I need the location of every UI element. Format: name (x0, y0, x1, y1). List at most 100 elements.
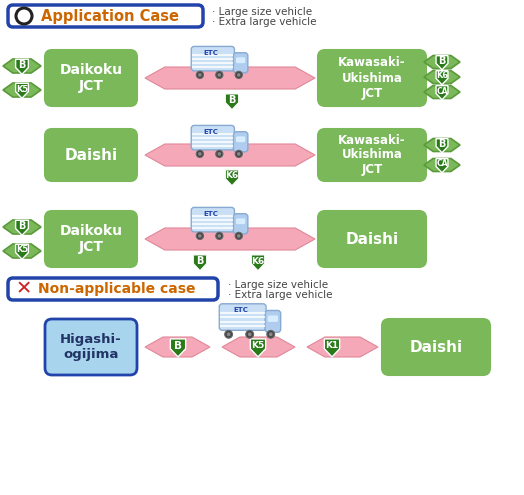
Circle shape (225, 330, 233, 338)
FancyBboxPatch shape (191, 47, 234, 71)
Text: · Extra large vehicle: · Extra large vehicle (212, 17, 316, 27)
Text: B: B (228, 95, 236, 105)
Polygon shape (16, 83, 28, 98)
Text: Daishi: Daishi (64, 148, 117, 162)
Text: B: B (18, 60, 26, 70)
Polygon shape (436, 159, 448, 173)
Polygon shape (222, 337, 295, 357)
FancyBboxPatch shape (318, 211, 426, 267)
Circle shape (196, 150, 203, 157)
Polygon shape (424, 158, 460, 171)
Polygon shape (436, 71, 448, 85)
Polygon shape (16, 220, 28, 235)
Circle shape (235, 232, 243, 240)
Text: Daikoku
JCT: Daikoku JCT (60, 63, 123, 93)
Text: K5: K5 (16, 85, 28, 94)
Polygon shape (16, 244, 28, 259)
FancyBboxPatch shape (265, 310, 281, 332)
Circle shape (235, 71, 243, 79)
Text: Application Case: Application Case (41, 8, 179, 23)
Circle shape (237, 152, 241, 156)
Text: Daishi: Daishi (409, 340, 463, 354)
Text: ETC: ETC (203, 129, 218, 135)
FancyBboxPatch shape (219, 304, 266, 330)
Text: K6: K6 (252, 256, 265, 265)
Text: Kawasaki-
Ukishima
JCT: Kawasaki- Ukishima JCT (338, 56, 406, 99)
Circle shape (237, 73, 241, 77)
FancyBboxPatch shape (382, 319, 490, 375)
Text: B: B (18, 221, 26, 231)
Polygon shape (16, 59, 28, 74)
Polygon shape (424, 55, 460, 68)
Circle shape (227, 332, 231, 336)
Text: B: B (438, 56, 446, 66)
FancyBboxPatch shape (235, 218, 246, 225)
Circle shape (269, 332, 272, 336)
Text: ETC: ETC (203, 50, 218, 55)
Polygon shape (324, 339, 340, 357)
FancyBboxPatch shape (267, 315, 279, 322)
Polygon shape (225, 94, 239, 110)
Polygon shape (145, 337, 210, 357)
FancyBboxPatch shape (8, 278, 218, 300)
FancyBboxPatch shape (191, 207, 234, 232)
Polygon shape (436, 56, 448, 70)
FancyBboxPatch shape (45, 129, 137, 181)
FancyBboxPatch shape (318, 129, 426, 181)
Text: · Large size vehicle: · Large size vehicle (212, 7, 312, 17)
Polygon shape (424, 139, 460, 151)
Text: ETC: ETC (203, 210, 218, 216)
Circle shape (216, 150, 223, 157)
Text: Daikoku
JCT: Daikoku JCT (60, 224, 123, 254)
Text: ETC: ETC (233, 307, 248, 313)
Text: ✕: ✕ (16, 280, 32, 298)
Circle shape (198, 152, 202, 156)
Circle shape (16, 8, 32, 24)
Text: K6: K6 (225, 171, 238, 181)
FancyBboxPatch shape (191, 125, 234, 150)
Polygon shape (436, 86, 448, 99)
Circle shape (196, 232, 203, 240)
Text: K5: K5 (16, 246, 28, 254)
FancyBboxPatch shape (235, 57, 246, 64)
FancyBboxPatch shape (235, 136, 246, 143)
Circle shape (248, 332, 252, 336)
Circle shape (267, 330, 275, 338)
Text: Non-applicable case: Non-applicable case (38, 282, 196, 296)
Polygon shape (307, 337, 378, 357)
Text: K6: K6 (436, 71, 448, 81)
Circle shape (198, 73, 202, 77)
Text: CA: CA (436, 87, 447, 96)
Polygon shape (225, 170, 239, 186)
Polygon shape (145, 67, 315, 89)
FancyBboxPatch shape (45, 211, 137, 267)
Polygon shape (193, 255, 207, 271)
Polygon shape (145, 144, 315, 166)
Polygon shape (424, 86, 460, 99)
Text: · Large size vehicle: · Large size vehicle (228, 280, 328, 290)
Circle shape (217, 73, 221, 77)
Polygon shape (3, 59, 41, 73)
FancyBboxPatch shape (233, 214, 248, 234)
Polygon shape (3, 244, 41, 258)
Polygon shape (145, 228, 315, 250)
Text: CA: CA (436, 159, 447, 168)
FancyBboxPatch shape (45, 50, 137, 106)
Circle shape (235, 150, 243, 157)
Circle shape (196, 71, 203, 79)
Circle shape (246, 330, 254, 338)
FancyBboxPatch shape (233, 53, 248, 73)
Circle shape (198, 234, 202, 238)
Circle shape (216, 232, 223, 240)
Circle shape (216, 71, 223, 79)
Text: · Extra large vehicle: · Extra large vehicle (228, 290, 333, 300)
FancyBboxPatch shape (318, 50, 426, 106)
Text: Daishi: Daishi (345, 232, 399, 247)
Circle shape (237, 234, 241, 238)
FancyBboxPatch shape (45, 319, 137, 375)
Polygon shape (436, 139, 448, 152)
Text: B: B (438, 139, 446, 149)
Text: B: B (196, 256, 204, 266)
Polygon shape (170, 339, 185, 357)
FancyBboxPatch shape (8, 5, 203, 27)
